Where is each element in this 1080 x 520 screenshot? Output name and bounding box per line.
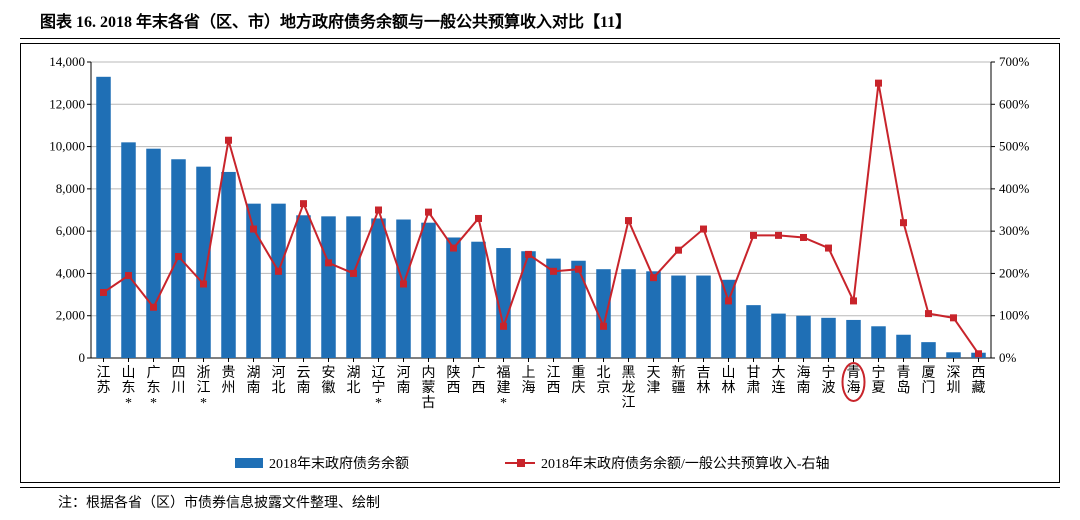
title-rule	[20, 38, 1060, 39]
svg-text:500%: 500%	[999, 139, 1030, 154]
svg-text:2018年末政府债务余额/一般公共预算收入-右轴: 2018年末政府债务余额/一般公共预算收入-右轴	[541, 455, 830, 472]
svg-text:浙江*: 浙江*	[197, 365, 211, 411]
svg-text:100%: 100%	[999, 308, 1030, 323]
svg-text:700%: 700%	[999, 54, 1030, 69]
svg-text:云南: 云南	[297, 366, 311, 396]
svg-text:北京: 北京	[597, 365, 611, 396]
svg-text:宁波: 宁波	[822, 364, 836, 396]
svg-text:江苏: 江苏	[97, 365, 111, 396]
svg-text:山东*: 山东*	[122, 365, 136, 411]
svg-text:江西: 江西	[547, 365, 561, 396]
svg-text:600%: 600%	[999, 96, 1030, 111]
svg-text:青岛: 青岛	[897, 365, 911, 396]
svg-text:河北: 河北	[272, 365, 286, 396]
svg-text:四川: 四川	[172, 366, 186, 396]
svg-text:湖南: 湖南	[247, 365, 261, 396]
svg-text:8,000: 8,000	[56, 181, 85, 196]
svg-text:海南: 海南	[797, 365, 811, 396]
svg-text:内蒙古: 内蒙古	[422, 365, 436, 411]
chart-title: 图表 16. 2018 年末各省（区、市）地方政府债务余额与一般公共预算收入对比…	[20, 8, 1060, 32]
svg-text:4,000: 4,000	[56, 265, 85, 280]
svg-text:福建*: 福建*	[497, 365, 511, 411]
svg-text:青海: 青海	[847, 365, 861, 396]
svg-text:12,000: 12,000	[49, 96, 85, 111]
svg-text:安徽: 安徽	[322, 365, 336, 396]
svg-text:深圳: 深圳	[947, 365, 961, 396]
svg-text:上海: 上海	[522, 365, 536, 396]
svg-text:甘肃: 甘肃	[747, 365, 761, 396]
svg-text:2,000: 2,000	[56, 308, 85, 323]
svg-text:0: 0	[79, 350, 86, 365]
svg-text:吉林: 吉林	[697, 365, 711, 396]
svg-text:山林: 山林	[722, 365, 736, 396]
svg-text:贵州: 贵州	[222, 365, 236, 396]
footnote-text: 注：根据各省（区）市债券信息披露文件整理、绘制	[20, 492, 1060, 512]
svg-text:大连: 大连	[772, 365, 786, 396]
svg-text:天津: 天津	[647, 366, 661, 396]
chart-container: 0 2,000 4,000 6,000 8,000 10,000 12,000 14,000 0…	[20, 43, 1060, 483]
svg-text:2018年末政府债务余额: 2018年末政府债务余额	[269, 455, 409, 472]
svg-text:400%: 400%	[999, 181, 1030, 196]
svg-text:0%: 0%	[999, 350, 1017, 365]
svg-text:重庆: 重庆	[572, 365, 586, 396]
svg-text:300%: 300%	[999, 223, 1030, 238]
combo-chart: 0 2,000 4,000 6,000 8,000 10,000 12,000 14,000 0…	[29, 50, 1049, 480]
svg-text:10,000: 10,000	[49, 139, 85, 154]
svg-text:黑龙江: 黑龙江	[622, 366, 636, 411]
svg-text:6,000: 6,000	[56, 223, 85, 238]
svg-text:西藏: 西藏	[972, 366, 986, 396]
svg-text:广东*: 广东*	[147, 365, 161, 411]
svg-text:厦门: 厦门	[922, 366, 936, 396]
svg-text:宁夏: 宁夏	[872, 364, 886, 396]
svg-text:河南: 河南	[397, 365, 411, 396]
svg-text:新疆: 新疆	[672, 365, 686, 396]
svg-text:湖北: 湖北	[347, 365, 361, 396]
svg-text:200%: 200%	[999, 265, 1030, 280]
svg-text:14,000: 14,000	[49, 54, 85, 69]
svg-text:广西: 广西	[472, 365, 486, 396]
svg-text:陕西: 陕西	[447, 365, 461, 396]
footnote-rule	[20, 487, 1060, 488]
svg-text:辽宁*: 辽宁*	[372, 365, 386, 411]
